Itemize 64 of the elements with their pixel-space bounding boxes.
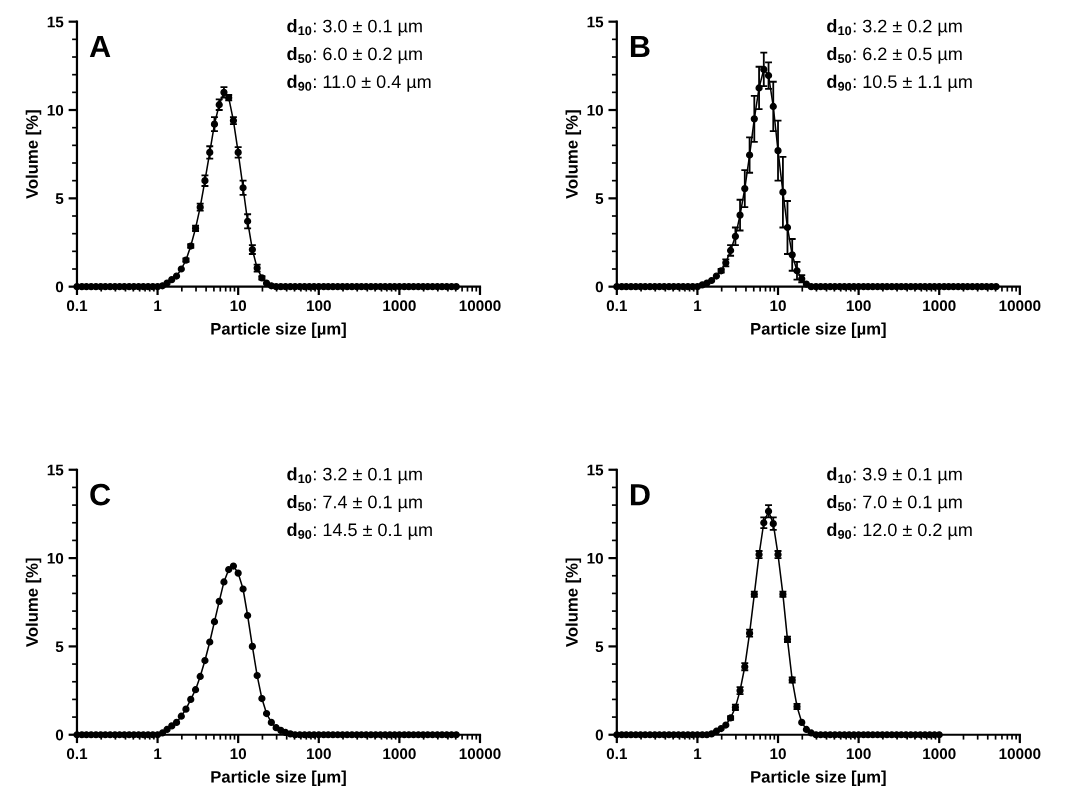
annotation: d$_{50}$: 6.0 ± 0.2 µm bbox=[287, 46, 422, 64]
x-tick-label: 0.1 bbox=[606, 300, 628, 312]
x-tick-label: 10000 bbox=[459, 748, 501, 760]
annotation: d$_{90}$: 14.5 ± 0.1 µm bbox=[287, 522, 432, 540]
annotation: d$_{10}$: 3.2 ± 0.1 µm bbox=[287, 467, 422, 485]
y-tick-label: 5 bbox=[55, 193, 64, 205]
x-tick-label: 10 bbox=[770, 748, 786, 760]
y-axis-title: Volume [%] bbox=[565, 558, 582, 647]
annotation: d$_{90}$: 10.5 ± 1.1 µm bbox=[827, 74, 972, 92]
y-tick-label: 10 bbox=[47, 104, 64, 116]
y-tick-label: 0 bbox=[595, 281, 603, 293]
x-tick-label: 0.1 bbox=[66, 300, 88, 312]
x-tick-label: 10000 bbox=[459, 300, 501, 312]
x-tick-label: 100 bbox=[306, 748, 331, 760]
y-tick-label: 0 bbox=[55, 729, 64, 741]
y-tick-label: 10 bbox=[47, 552, 64, 564]
x-tick-label: 0.1 bbox=[606, 748, 628, 760]
x-axis-title: Particle size [µm] bbox=[751, 770, 886, 787]
y-tick-label: 10 bbox=[587, 552, 603, 564]
x-tick-label: 1 bbox=[694, 748, 702, 760]
x-tick-label: 1 bbox=[154, 748, 162, 760]
annotation: d$_{50}$: 6.2 ± 0.5 µm bbox=[827, 46, 962, 64]
y-tick-label: 0 bbox=[595, 729, 603, 741]
annotation: d$_{10}$: 3.2 ± 0.2 µm bbox=[827, 19, 962, 37]
x-tick-label: 1000 bbox=[923, 300, 956, 312]
x-tick-label: 1000 bbox=[923, 748, 956, 760]
y-axis-title: Volume [%] bbox=[565, 110, 582, 199]
y-axis-title: Volume [%] bbox=[25, 110, 42, 199]
x-axis-title: Particle size [µm] bbox=[211, 322, 346, 338]
x-tick-label: 0.1 bbox=[66, 748, 88, 760]
x-tick-label: 100 bbox=[846, 300, 871, 312]
chart-title: A bbox=[89, 36, 111, 58]
annotation: d$_{50}$: 7.0 ± 0.1 µm bbox=[827, 495, 962, 512]
x-tick-label: 10000 bbox=[999, 748, 1041, 760]
y-tick-label: 0 bbox=[55, 281, 64, 293]
y-tick-label: 15 bbox=[47, 16, 64, 28]
x-tick-label: 10 bbox=[770, 300, 786, 312]
y-tick-label: 15 bbox=[47, 464, 64, 476]
chart-title: D bbox=[630, 484, 650, 506]
chart-title: B bbox=[630, 36, 650, 58]
y-tick-label: 5 bbox=[595, 641, 604, 653]
y-tick-label: 10 bbox=[587, 104, 603, 116]
annotation: d$_{10}$: 3.0 ± 0.1 µm bbox=[287, 19, 422, 37]
annotation: d$_{90}$: 11.0 ± 0.4 µm bbox=[287, 74, 431, 92]
x-tick-label: 1000 bbox=[383, 300, 416, 312]
y-tick-label: 5 bbox=[595, 193, 604, 205]
x-tick-label: 1 bbox=[154, 300, 162, 311]
y-axis-title: Volume [%] bbox=[25, 558, 42, 647]
x-tick-label: 1000 bbox=[383, 748, 416, 760]
x-tick-label: 1 bbox=[694, 300, 702, 311]
x-tick-label: 10 bbox=[230, 748, 247, 760]
x-tick-label: 100 bbox=[846, 748, 871, 760]
annotation: d$_{50}$: 7.4 ± 0.1 µm bbox=[287, 495, 422, 512]
x-axis-title: Particle size [µm] bbox=[751, 322, 886, 338]
y-tick-label: 15 bbox=[587, 16, 604, 28]
x-tick-label: 100 bbox=[306, 300, 331, 312]
chart-title: C bbox=[90, 483, 111, 506]
annotation: d$_{10}$: 3.9 ± 0.1 µm bbox=[827, 467, 962, 485]
x-tick-label: 10 bbox=[230, 300, 247, 312]
annotation: d$_{90}$: 12.0 ± 0.2 µm bbox=[827, 522, 972, 540]
y-tick-label: 15 bbox=[587, 464, 604, 476]
y-tick-label: 5 bbox=[55, 641, 64, 653]
x-axis-title: Particle size [µm] bbox=[211, 770, 346, 787]
x-tick-label: 10000 bbox=[999, 300, 1041, 312]
